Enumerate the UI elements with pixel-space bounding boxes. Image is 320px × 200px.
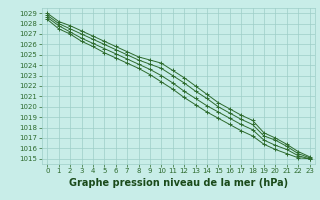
X-axis label: Graphe pression niveau de la mer (hPa): Graphe pression niveau de la mer (hPa) [69, 178, 288, 188]
